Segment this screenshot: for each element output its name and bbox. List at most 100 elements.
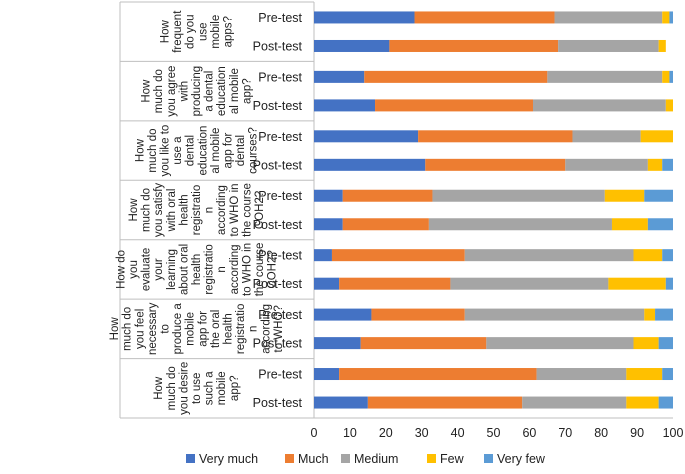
question-label: Howmuch doyou agreewithproducinga dental…	[141, 66, 254, 117]
question-label-line: you like to	[160, 125, 172, 177]
question-label: Howmuch doyou desireto usesuch amobileap…	[153, 362, 241, 415]
question-label-line: app?	[229, 375, 241, 401]
question-label-line: much do	[122, 307, 134, 351]
bar-segment	[626, 368, 663, 381]
question-label-line: education	[197, 126, 209, 176]
question-label-line: n	[248, 326, 260, 332]
question-label-line: al mobile	[210, 128, 222, 174]
bar-segment	[662, 11, 670, 24]
bar-segment	[314, 39, 390, 52]
question-label-line: with oral	[166, 189, 178, 233]
question-label-line: much do	[147, 129, 159, 173]
row-label: Pre-test	[258, 189, 302, 203]
bar-segment	[450, 277, 609, 290]
bar-segment	[640, 130, 673, 143]
question-label-line: to WHO in	[229, 183, 241, 236]
legend-swatch	[285, 454, 294, 463]
question-label-line: How	[134, 138, 146, 162]
bar-segment	[662, 368, 673, 381]
question-label-line: How do	[115, 250, 127, 289]
bar-segment	[418, 130, 573, 143]
bar-segment	[522, 396, 627, 409]
x-tick-label: 0	[311, 426, 318, 440]
question-label-line: courses?	[248, 127, 260, 174]
row-label: Post-test	[253, 218, 303, 232]
legend-label: Few	[440, 452, 465, 466]
bar-segment	[633, 249, 663, 262]
question-label-line: How	[141, 79, 153, 103]
question-label-line: registratio	[204, 244, 216, 295]
row-labels: Pre-test Post-test Pre-test Post-test Pre-te…	[253, 11, 303, 410]
question-label-line: much do	[153, 69, 165, 113]
question-label-line: to	[160, 324, 172, 334]
question-label-line: n	[216, 266, 228, 272]
row-label: Pre-test	[258, 11, 302, 25]
bar-segment	[339, 368, 537, 381]
bar-segment	[662, 249, 673, 262]
bar-segment	[565, 158, 648, 171]
question-label-line: frequent	[172, 10, 184, 53]
row-label: Pre-test	[258, 368, 302, 382]
question-label-line: health	[223, 313, 235, 344]
bar-segment	[360, 337, 487, 350]
question-label-line: the course	[254, 243, 266, 297]
bar-segment	[339, 277, 451, 290]
question-label-line: health	[178, 194, 190, 225]
question-label-line: registratio	[235, 304, 247, 355]
row-label: Post-test	[253, 158, 303, 172]
question-label-line: education	[216, 66, 228, 116]
question-label-line: COH2?	[267, 250, 279, 288]
bar-segment	[647, 158, 663, 171]
bar-segment	[554, 11, 663, 24]
x-tick-label: 80	[594, 426, 608, 440]
bar-segment	[314, 249, 332, 262]
question-label-line: mobile	[216, 371, 228, 405]
bar-segment	[342, 189, 433, 202]
question-label-line: according	[260, 304, 272, 354]
question-label-line: to use	[191, 373, 203, 404]
question-label-line: much do	[141, 188, 153, 232]
row-label: Pre-test	[258, 308, 302, 322]
row-label: Pre-test	[258, 130, 302, 144]
bar-segment	[314, 158, 426, 171]
question-label-line: much do	[166, 366, 178, 410]
bar-segment	[608, 277, 666, 290]
question-label-line: you feel	[134, 309, 146, 349]
row-label: Pre-test	[258, 70, 302, 84]
question-label-line: n	[204, 207, 216, 213]
bar-segment	[375, 99, 533, 112]
bar-segment	[626, 396, 659, 409]
question-label: Howmuch doyou like touse a dental educatio…	[134, 125, 259, 177]
bar-segment	[314, 396, 368, 409]
bar-segment	[428, 218, 612, 231]
legend-label: Very few	[497, 452, 546, 466]
question-label-line: with	[178, 81, 190, 102]
legend-swatch	[341, 454, 350, 463]
question-label-line: use	[197, 22, 209, 41]
question-label-line: a dental	[204, 71, 216, 112]
bar-segment	[314, 189, 343, 202]
bar-segment	[432, 189, 605, 202]
question-label-line: about oral	[178, 244, 190, 295]
question-label: Howmuch doyou satisfywith oralhealthregi…	[128, 183, 266, 238]
bar-segment	[425, 158, 566, 171]
bar-segment	[314, 368, 340, 381]
legend-swatch	[484, 454, 493, 463]
question-label-line: dental	[235, 135, 247, 166]
bar-segment	[486, 337, 634, 350]
bar-segment	[342, 218, 429, 231]
bar-segment	[644, 308, 656, 321]
question-label: Howfrequentdo youusemobileapps?	[160, 10, 235, 53]
bar-segment	[414, 11, 555, 24]
bar-segment	[644, 189, 673, 202]
question-label-line: learning	[166, 249, 178, 290]
x-tick-label: 30	[415, 426, 429, 440]
question-label-line: COH2?	[254, 191, 266, 229]
bar-segment	[658, 337, 673, 350]
question-label-line: use a	[172, 136, 184, 165]
question-label-line: How	[109, 317, 121, 341]
bars	[314, 11, 673, 409]
bar-segment	[665, 277, 673, 290]
row-label: Post-test	[253, 277, 303, 291]
